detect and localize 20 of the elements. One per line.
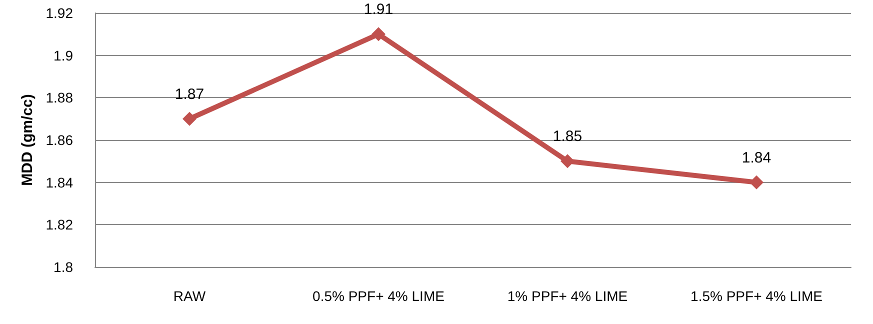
x-tick-label: RAW xyxy=(173,288,206,304)
y-axis-title: MDD (gm/cc) xyxy=(18,94,36,186)
data-label: 1.91 xyxy=(364,1,394,18)
y-tick-label: 1.82 xyxy=(46,216,74,233)
point xyxy=(372,27,386,42)
x-tick-label: 1% PPF+ 4% LIME xyxy=(507,288,628,304)
x-tick-label: 0.5% PPF+ 4% LIME xyxy=(312,288,444,304)
data-label: 1.87 xyxy=(174,86,204,103)
x-tick-label: 1.5% PPF+ 4% LIME xyxy=(690,288,822,304)
point xyxy=(750,175,764,190)
y-tick-label: 1.8 xyxy=(54,259,74,275)
point xyxy=(182,112,196,126)
point xyxy=(560,154,574,168)
y-tick-label: 1.92 xyxy=(46,5,74,21)
y-tick-label: 1.9 xyxy=(54,47,74,64)
data-label: 1.85 xyxy=(552,128,582,146)
y-tick-label: 1.88 xyxy=(46,90,74,106)
y-tick-label: 1.86 xyxy=(46,132,74,148)
y-tick-label: 1.84 xyxy=(46,174,74,190)
data-label: 1.84 xyxy=(742,149,772,166)
